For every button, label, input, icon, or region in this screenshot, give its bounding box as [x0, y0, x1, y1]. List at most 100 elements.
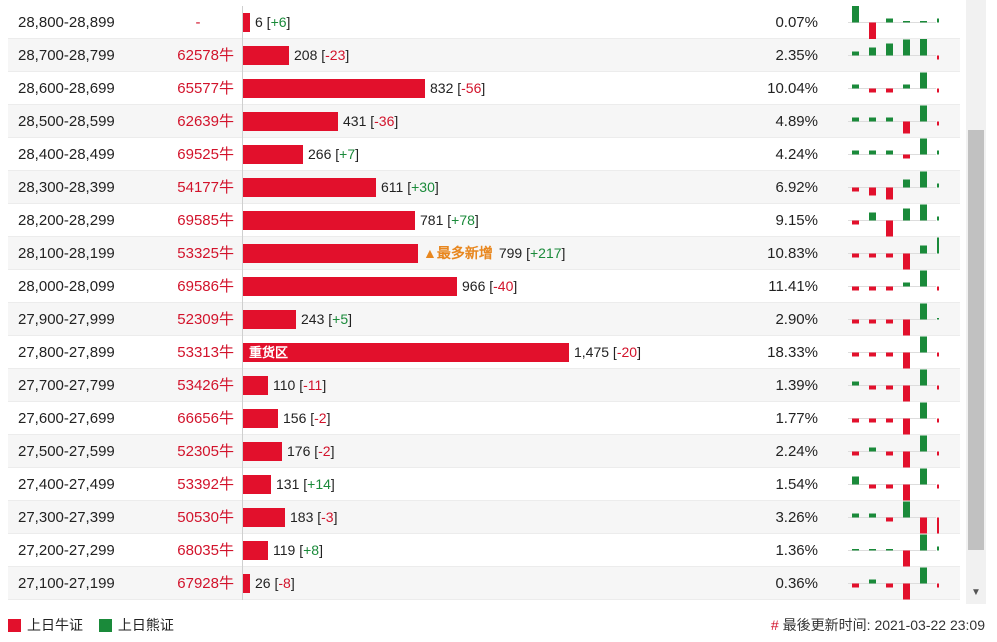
scroll-down-arrow-icon[interactable]: ▼ — [971, 587, 981, 598]
warrant-code[interactable]: 52305牛 — [177, 443, 234, 460]
bar-cell: 243 [+5] — [242, 303, 772, 336]
bar-label: 781 [+78] — [420, 212, 479, 228]
volume-bar — [243, 277, 457, 296]
sparkline-bar — [937, 352, 939, 357]
sparkline-bar — [903, 501, 910, 518]
history-sparkline — [848, 567, 939, 600]
volume-bar — [243, 79, 425, 98]
sparkline-bar — [869, 418, 876, 423]
count-value: 208 — [294, 47, 318, 63]
sparkline-bar — [920, 468, 927, 485]
sparkline-bar — [937, 55, 939, 60]
heavy-zone-tag: 重货区 — [249, 345, 289, 360]
warrant-code[interactable]: 53325牛 — [177, 245, 234, 262]
warrant-code[interactable]: 62639牛 — [177, 113, 234, 130]
warrant-code[interactable]: 53313牛 — [177, 344, 234, 361]
sparkline-bar — [937, 318, 939, 320]
legend-bull-label: 上日牛证 — [27, 617, 83, 633]
table-row[interactable]: 28,700-28,799 62578牛 208 [-23] 2.35% — [8, 39, 960, 72]
sparkline-bar — [869, 484, 876, 489]
price-range: 28,500-28,599 — [18, 113, 115, 130]
warrant-code[interactable]: 50530牛 — [177, 509, 234, 526]
history-sparkline — [848, 171, 939, 200]
table-row[interactable]: 27,100-27,199 67928牛 26 [-8] 0.36% — [8, 567, 960, 600]
table-row[interactable]: 28,300-28,399 54177牛 611 [+30] 6.92% — [8, 171, 960, 204]
sparkline-bar — [886, 220, 893, 237]
sparkline-bar — [920, 105, 927, 122]
sparkline-bar — [920, 369, 927, 386]
table-row[interactable]: 28,100-28,199 53325牛 ▲最多新增 799 [+217] 10.83% — [8, 237, 960, 270]
table-row[interactable]: 27,300-27,399 50530牛 183 [-3] 3.26% — [8, 501, 960, 534]
sparkline-bar — [903, 282, 910, 287]
volume-bar — [243, 475, 271, 494]
table-row[interactable]: 28,500-28,599 62639牛 431 [-36] 4.89% — [8, 105, 960, 138]
warrant-code[interactable]: 66656牛 — [177, 410, 234, 427]
bar-label: 832 [-56] — [430, 80, 486, 96]
sparkline-bar — [937, 517, 939, 534]
warrant-code[interactable]: 54177牛 — [177, 179, 234, 196]
warrant-code[interactable]: 67928牛 — [177, 575, 234, 592]
table-row[interactable]: 27,700-27,799 53426牛 110 [-11] 1.39% — [8, 369, 960, 402]
warrant-code[interactable]: - — [195, 14, 201, 31]
table-row[interactable]: 27,500-27,599 52305牛 176 [-2] 2.24% — [8, 435, 960, 468]
sparkline-bar — [920, 39, 927, 56]
legend-bull[interactable]: 上日牛证 — [8, 614, 83, 636]
sparkline-bar — [920, 245, 927, 254]
sparkline-bar — [920, 567, 927, 584]
warrant-code[interactable]: 68035牛 — [177, 542, 234, 559]
warrant-code[interactable]: 69586牛 — [177, 278, 234, 295]
table-row[interactable]: 28,000-28,099 69586牛 966 [-40] 11.41% — [8, 270, 960, 303]
sparkline-bar — [937, 418, 939, 423]
last-updated-label: 最後更新时间 — [782, 617, 867, 633]
table-row[interactable]: 27,400-27,499 53392牛 131 [+14] 1.54% — [8, 468, 960, 501]
sparkline-bar — [869, 187, 876, 196]
table-row[interactable]: 27,800-27,899 53313牛 重货区 1,475 [-20] 18.33% — [8, 336, 960, 369]
sparkline-bar — [937, 546, 939, 551]
volume-bar — [243, 13, 250, 32]
table-row[interactable]: 28,800-28,899 - 6 [+6] 0.07% — [8, 6, 960, 39]
sparkline-bar — [869, 549, 876, 551]
percent-value: 11.41% — [768, 278, 818, 295]
warrant-code[interactable]: 52309牛 — [177, 311, 234, 328]
price-range: 28,000-28,099 — [18, 278, 115, 295]
volume-bar — [243, 343, 569, 362]
sparkline-bar — [920, 435, 927, 452]
volume-bar — [243, 541, 268, 560]
most-added-badge: ▲最多新增 — [423, 245, 493, 261]
table-row[interactable]: 27,600-27,699 66656牛 156 [-2] 1.77% — [8, 402, 960, 435]
sparkline-bar — [920, 534, 927, 551]
table-row[interactable]: 28,400-28,499 69525牛 266 [+7] 4.24% — [8, 138, 960, 171]
bar-label: 110 [-11] — [273, 377, 327, 393]
count-value: 26 — [255, 575, 271, 591]
sparkline-bar — [903, 21, 910, 23]
price-range: 28,400-28,499 — [18, 146, 115, 163]
table-row[interactable]: 27,900-27,999 52309牛 243 [+5] 2.90% — [8, 303, 960, 336]
sparkline-bar — [886, 451, 893, 456]
bar-label: 176 [-2] — [287, 443, 335, 459]
sparkline-bar — [920, 171, 927, 188]
scrollbar[interactable]: ▼ — [966, 0, 986, 604]
volume-bar — [243, 409, 278, 428]
sparkline-bar — [920, 270, 927, 287]
table-row[interactable]: 28,600-28,699 65577牛 832 [-56] 10.04% — [8, 72, 960, 105]
sparkline-bar — [937, 286, 939, 291]
scroll-thumb[interactable] — [968, 130, 984, 550]
warrant-code[interactable]: 69525牛 — [177, 146, 234, 163]
sparkline-bar — [937, 583, 939, 588]
volume-bar — [243, 211, 415, 230]
warrant-code[interactable]: 62578牛 — [177, 47, 234, 64]
sparkline-bar — [937, 484, 939, 489]
sparkline-bar — [920, 517, 927, 534]
table-row[interactable]: 28,200-28,299 69585牛 781 [+78] 9.15% — [8, 204, 960, 237]
count-change: +8 — [303, 542, 320, 558]
warrant-code[interactable]: 69585牛 — [177, 212, 234, 229]
table-row[interactable]: 27,200-27,299 68035牛 119 [+8] 1.36% — [8, 534, 960, 567]
sparkline-bar — [886, 88, 893, 93]
sparkline-bar — [903, 121, 910, 134]
warrant-code[interactable]: 53392牛 — [177, 476, 234, 493]
sparkline-bar — [903, 352, 910, 369]
warrant-code[interactable]: 53426牛 — [177, 377, 234, 394]
legend-bear[interactable]: 上日熊证 — [98, 614, 174, 636]
warrant-code[interactable]: 65577牛 — [177, 80, 234, 97]
percent-value: 4.24% — [775, 146, 818, 163]
